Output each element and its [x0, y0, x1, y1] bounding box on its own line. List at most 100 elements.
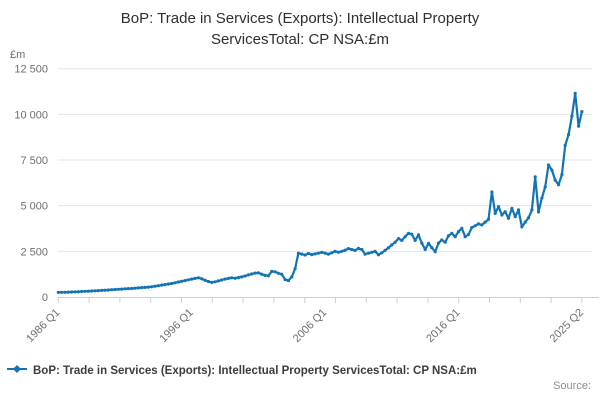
data-point: [250, 272, 254, 276]
data-point: [176, 280, 180, 284]
data-point: [490, 190, 494, 194]
data-point: [386, 246, 391, 250]
data-point: [220, 278, 224, 282]
data-point: [306, 251, 310, 256]
data-point: [443, 240, 447, 244]
data-point: [430, 246, 434, 250]
data-point: [283, 278, 287, 282]
data-point: [143, 285, 147, 289]
data-point: [70, 290, 74, 294]
data-point: [366, 251, 371, 255]
data-point: [100, 288, 104, 292]
data-point: [423, 247, 427, 252]
data-point: [56, 290, 60, 294]
series-marker-icon: [7, 364, 27, 377]
x-axis-labels: 1986 Q1 1996 Q1 2006 Q1 2016 Q1 2025 Q2: [24, 307, 586, 345]
data-point: [323, 251, 327, 255]
data-point: [416, 233, 421, 237]
y-tick-label: 5 000: [20, 201, 48, 213]
data-point: [330, 251, 334, 255]
data-point: [76, 290, 80, 294]
data-point: [86, 289, 90, 293]
data-point: [60, 290, 64, 294]
data-point: [413, 238, 417, 242]
data-point: [336, 250, 340, 254]
data-point: [486, 217, 491, 221]
data-point: [353, 248, 357, 252]
data-point: [263, 273, 267, 277]
data-point: [557, 183, 561, 187]
data-point: [223, 277, 227, 281]
data-point: [446, 234, 451, 238]
data-point: [370, 250, 374, 254]
data-point: [393, 240, 397, 244]
data-point: [230, 276, 234, 280]
data-point: [453, 235, 457, 239]
data-point: [136, 286, 140, 290]
data-point: [216, 279, 220, 283]
data-point: [160, 283, 164, 287]
data-point: [146, 285, 150, 289]
data-point: [190, 277, 194, 281]
data-point: [310, 253, 314, 257]
data-point: [390, 243, 394, 247]
data-point: [520, 225, 524, 229]
y-axis-labels: 0 2 500 5 000 7 500 10 000 12 500 £m: [10, 49, 48, 304]
data-point: [480, 223, 484, 227]
data-point: [193, 276, 197, 280]
data-point: [500, 213, 504, 217]
data-point: [120, 287, 124, 291]
data-point: [113, 287, 117, 292]
data-point: [63, 290, 67, 294]
legend-item-label[interactable]: BoP: Trade in Services (Exports): Intell…: [33, 364, 477, 377]
data-point: [436, 241, 441, 245]
data-point: [90, 289, 94, 293]
data-point: [166, 282, 170, 286]
data-point: [450, 231, 454, 235]
data-point: [550, 168, 554, 172]
data-point: [83, 289, 87, 293]
data-point: [383, 248, 387, 252]
data-point: [273, 270, 277, 274]
data-point: [313, 252, 317, 256]
data-point: [540, 196, 544, 200]
data-point: [153, 284, 157, 288]
data-point: [510, 206, 514, 210]
data-point: [420, 241, 424, 245]
data-point: [526, 216, 531, 220]
data-point: [150, 285, 154, 289]
data-point: [260, 272, 264, 276]
data-point: [253, 271, 257, 275]
data-point: [513, 215, 517, 219]
data-point: [96, 289, 100, 293]
data-point: [426, 241, 431, 245]
data-point: [483, 220, 487, 224]
chart-title-line2: ServicesTotal: CP NSA:£m: [210, 31, 390, 48]
data-point: [340, 249, 344, 253]
x-tick-label: 1996 Q1: [157, 307, 195, 345]
data-point: [156, 284, 160, 288]
data-point: [170, 281, 174, 286]
data-point: [80, 289, 84, 294]
data-point: [303, 253, 307, 257]
data-point: [350, 247, 354, 252]
y-tick-label: 2 500: [20, 246, 48, 258]
gridlines: [58, 68, 592, 252]
data-point: [456, 230, 461, 234]
data-point: [533, 175, 537, 179]
data-point: [266, 274, 270, 278]
data-point: [373, 249, 377, 253]
data-point: [163, 283, 167, 287]
x-tick-label: 2006 Q1: [291, 307, 329, 345]
data-point: [173, 281, 177, 285]
data-point: [93, 289, 97, 293]
data-point: [240, 275, 244, 279]
data-point: [570, 114, 574, 118]
data-point: [496, 205, 501, 209]
data-point: [103, 288, 107, 292]
data-point: [376, 253, 381, 257]
data-point: [126, 287, 130, 291]
data-point: [106, 288, 110, 292]
data-point: [433, 250, 437, 254]
